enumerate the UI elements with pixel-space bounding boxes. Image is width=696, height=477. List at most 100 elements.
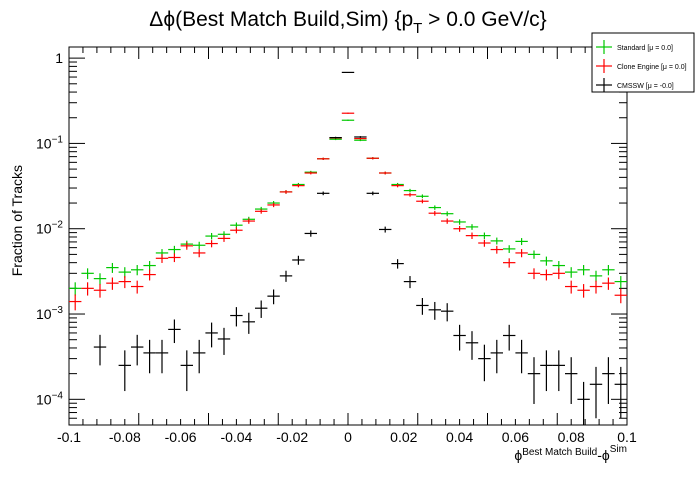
- data-point: [515, 339, 528, 374]
- data-point: [217, 235, 231, 242]
- data-point: [490, 339, 503, 374]
- data-point: [93, 284, 107, 298]
- data-point: [69, 282, 82, 296]
- data-point: [304, 230, 317, 237]
- x-tick-label: -0.04: [220, 429, 252, 445]
- data-point: [540, 269, 553, 281]
- data-point: [490, 237, 503, 245]
- data-point: [478, 232, 491, 239]
- data-point: [366, 191, 379, 196]
- data-point: [93, 273, 107, 285]
- data-point: [614, 288, 627, 304]
- data-point: [93, 334, 107, 366]
- data-point: [230, 227, 243, 234]
- data-point: [453, 219, 466, 225]
- data-point: [106, 277, 119, 290]
- data-point: [465, 232, 479, 239]
- data-point: [527, 268, 541, 280]
- data-point: [341, 119, 355, 121]
- data-point: [118, 276, 131, 289]
- x-tick-label: -0.02: [276, 429, 308, 445]
- data-point: [403, 188, 417, 193]
- data-point: [242, 312, 255, 334]
- data-point: [230, 222, 243, 229]
- x-tick-label: 0.08: [558, 429, 585, 445]
- data-point: [441, 211, 454, 217]
- data-point: [143, 261, 156, 271]
- data-point: [589, 270, 603, 282]
- data-point: [428, 301, 441, 320]
- data-point: [205, 232, 218, 240]
- data-point: [317, 157, 330, 160]
- legend-label: CMSSW [μ = -0.0]: [617, 83, 674, 90]
- data-point: [267, 202, 280, 208]
- data-point: [478, 239, 491, 247]
- data-point: [552, 268, 565, 280]
- legend-label: Standard [μ = 0.0]: [617, 45, 673, 52]
- data-point: [168, 245, 181, 254]
- data-point: [106, 262, 119, 273]
- y-tick-label: 1: [55, 50, 63, 66]
- x-tick-label: 0: [344, 429, 352, 445]
- data-point: [577, 381, 590, 425]
- plot-frame: [68, 46, 628, 426]
- data-point: [279, 190, 293, 194]
- data-point: [441, 303, 454, 322]
- data-point: [602, 277, 615, 290]
- data-point: [292, 184, 305, 188]
- data-point: [540, 350, 553, 392]
- y-tick-label: 10−3: [36, 305, 63, 322]
- data-point: [391, 259, 404, 269]
- x-tick-label: 0.1: [617, 429, 637, 445]
- data-point: [168, 253, 181, 263]
- y-tick-label: 10−4: [36, 390, 63, 407]
- y-tick-label: 10−1: [36, 134, 63, 151]
- data-point: [379, 171, 392, 175]
- data-point: [155, 254, 169, 263]
- data-point: [577, 284, 590, 298]
- data-point: [428, 210, 441, 216]
- x-tick-label: -0.08: [109, 429, 141, 445]
- data-point: [490, 245, 503, 254]
- data-point: [503, 324, 516, 351]
- data-point: [428, 205, 441, 210]
- data-point: [341, 112, 355, 114]
- data-point: [193, 339, 206, 374]
- series-cmssw: [93, 71, 627, 425]
- data-point: [515, 249, 528, 258]
- data-point: [589, 366, 603, 419]
- data-point: [304, 171, 317, 175]
- data-point: [552, 350, 565, 392]
- data-point: [565, 357, 578, 404]
- data-point: [354, 136, 367, 138]
- data-point: [143, 269, 156, 281]
- data-point: [379, 226, 392, 233]
- data-point: [341, 71, 355, 74]
- legend-label: Clone Engine [μ = 0.0]: [617, 64, 687, 71]
- data-point: [354, 139, 367, 142]
- data-point: [614, 366, 627, 419]
- data-point: [193, 249, 206, 258]
- data-point: [515, 238, 528, 246]
- x-tick-label: -0.06: [165, 429, 197, 445]
- data-point: [131, 280, 144, 294]
- data-point: [366, 157, 379, 160]
- data-point: [354, 137, 367, 140]
- data-point: [255, 300, 268, 318]
- data-point: [131, 334, 144, 366]
- data-point: [180, 350, 193, 392]
- data-point: [230, 307, 243, 327]
- data-point: [453, 225, 466, 232]
- data-point: [267, 289, 280, 305]
- data-point: [118, 350, 131, 392]
- data-point: [503, 258, 516, 268]
- y-tick-label: 10−2: [36, 220, 63, 237]
- data-point: [81, 268, 94, 280]
- series-standard: [69, 119, 627, 296]
- data-point: [292, 255, 305, 265]
- data-point: [416, 194, 429, 199]
- data-point: [441, 218, 454, 224]
- data-point: [131, 265, 144, 276]
- x-tick-label: 0.02: [390, 429, 417, 445]
